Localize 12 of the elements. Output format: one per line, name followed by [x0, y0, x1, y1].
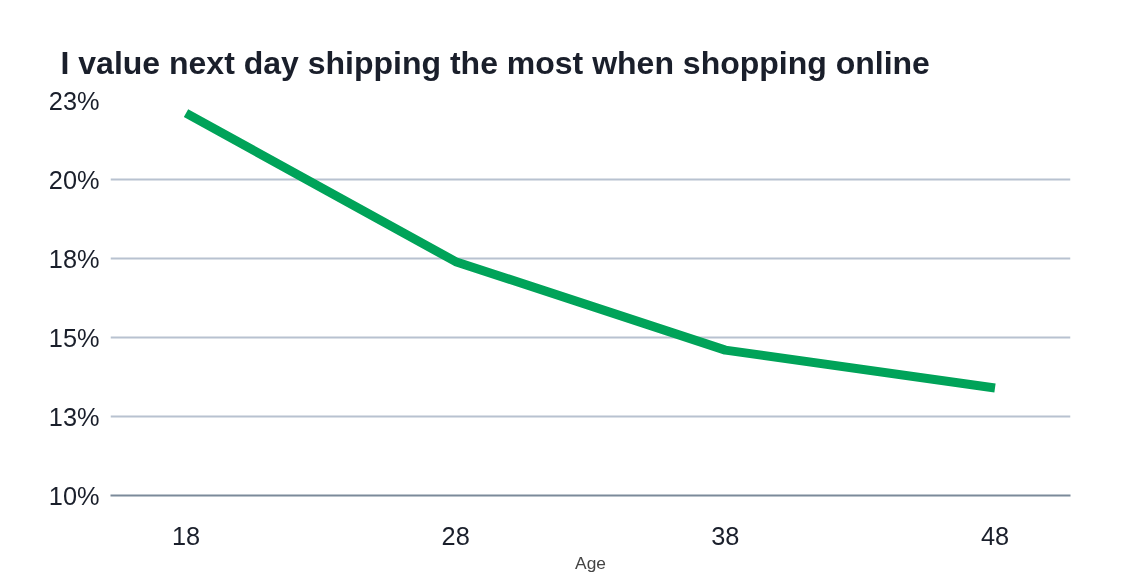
- x-tick-label: 18: [171, 521, 201, 550]
- y-tick-label: 13%: [48, 402, 100, 431]
- y-tick-label: 10%: [48, 481, 100, 510]
- x-tick-label: 38: [711, 521, 740, 550]
- y-tick-label: 20%: [48, 165, 100, 194]
- x-axis-title: Age: [575, 552, 606, 573]
- chart-title: I value next day shipping the most when shopping online: [60, 44, 930, 81]
- y-tick-label: 15%: [48, 323, 100, 352]
- y-tick-label: 23%: [48, 86, 100, 115]
- x-tick-label: 28: [441, 521, 470, 550]
- y-tick-label: 18%: [48, 244, 100, 273]
- x-tick-label: 48: [980, 521, 1010, 550]
